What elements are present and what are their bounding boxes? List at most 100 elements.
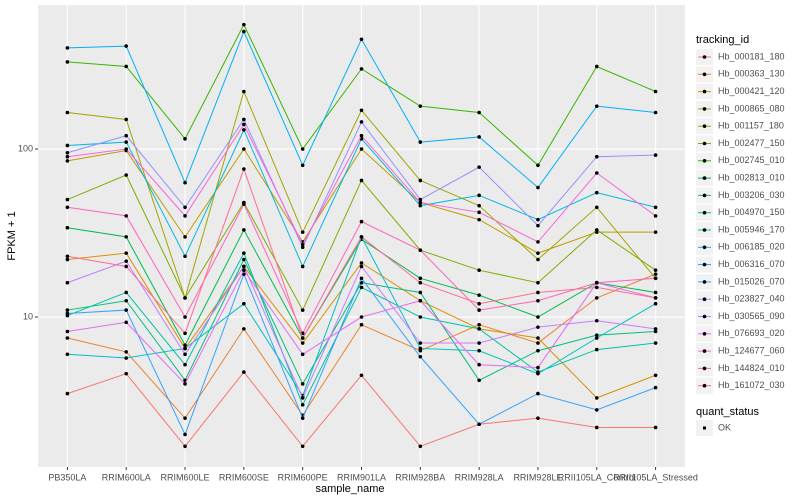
point	[477, 165, 481, 169]
point	[359, 276, 364, 281]
point	[65, 150, 70, 155]
point	[65, 391, 70, 396]
point	[653, 205, 658, 210]
point	[536, 348, 540, 353]
point	[124, 298, 129, 303]
point	[300, 382, 305, 386]
point	[477, 301, 481, 306]
x-tick-label: RRII105LA_Stressed	[613, 472, 698, 482]
point	[65, 257, 70, 262]
point	[242, 264, 246, 269]
legend-point	[702, 55, 707, 59]
point	[418, 341, 423, 345]
x-tick-label: PB350LA	[48, 472, 86, 482]
point	[300, 416, 305, 420]
point	[536, 365, 540, 370]
point	[124, 251, 129, 255]
point	[300, 245, 305, 250]
legend-point	[702, 314, 707, 319]
point	[183, 331, 187, 336]
point	[359, 373, 364, 378]
point	[359, 67, 364, 71]
point	[653, 230, 658, 234]
point	[653, 290, 658, 295]
point	[536, 325, 540, 329]
point	[300, 444, 305, 449]
point	[418, 203, 423, 208]
point	[300, 242, 305, 247]
point	[183, 416, 187, 420]
point	[300, 163, 305, 168]
point	[653, 373, 658, 378]
point	[653, 425, 658, 430]
point	[242, 122, 246, 127]
legend-point	[702, 159, 707, 163]
legend-title: tracking_id	[696, 34, 749, 46]
point	[536, 223, 540, 228]
point	[124, 356, 129, 360]
point	[653, 276, 658, 281]
point	[594, 64, 599, 69]
point	[594, 396, 599, 400]
legend-label: Hb_030565_090	[718, 311, 785, 321]
point	[183, 444, 187, 449]
point	[536, 336, 540, 340]
point	[359, 133, 364, 138]
point	[594, 347, 599, 352]
point	[124, 308, 129, 312]
point	[124, 371, 129, 376]
legend-point	[702, 262, 707, 267]
legend2-label: OK	[718, 422, 731, 432]
point	[477, 210, 481, 215]
point	[65, 336, 70, 340]
point	[359, 120, 364, 124]
point	[124, 117, 129, 122]
point	[594, 280, 599, 285]
point	[242, 272, 246, 276]
point	[477, 362, 481, 367]
point	[653, 214, 658, 218]
point	[594, 190, 599, 195]
point	[418, 200, 423, 205]
legend-point	[702, 349, 707, 353]
point	[242, 147, 246, 151]
point	[124, 259, 129, 263]
legend2-title: quant_status	[696, 406, 759, 418]
point	[65, 205, 70, 210]
legend-label: Hb_001157_180	[718, 121, 784, 131]
point	[418, 354, 423, 359]
point	[418, 315, 423, 319]
point	[300, 230, 305, 234]
point	[536, 341, 540, 345]
point	[65, 352, 70, 357]
legend-label: Hb_003206_030	[718, 190, 785, 200]
point	[183, 352, 187, 357]
x-tick-label: RRIM928LA	[455, 472, 504, 482]
point	[242, 301, 246, 306]
point	[477, 348, 481, 353]
point	[653, 385, 658, 390]
point	[242, 167, 246, 171]
x-tick-label: RRIM928BA	[395, 472, 445, 482]
point	[594, 336, 599, 340]
point	[124, 140, 129, 144]
point	[124, 44, 129, 48]
point	[418, 290, 423, 295]
point	[65, 280, 70, 285]
point	[183, 432, 187, 437]
point	[653, 110, 658, 115]
point	[359, 219, 364, 224]
point	[242, 117, 246, 122]
point	[359, 261, 364, 265]
legend-point	[702, 280, 707, 284]
point	[65, 308, 70, 312]
point	[594, 285, 599, 290]
point	[477, 308, 481, 312]
point	[359, 108, 364, 113]
point	[183, 205, 187, 210]
point	[300, 308, 305, 312]
legend-point	[702, 124, 707, 128]
point	[536, 416, 540, 420]
legend-point	[702, 210, 707, 215]
